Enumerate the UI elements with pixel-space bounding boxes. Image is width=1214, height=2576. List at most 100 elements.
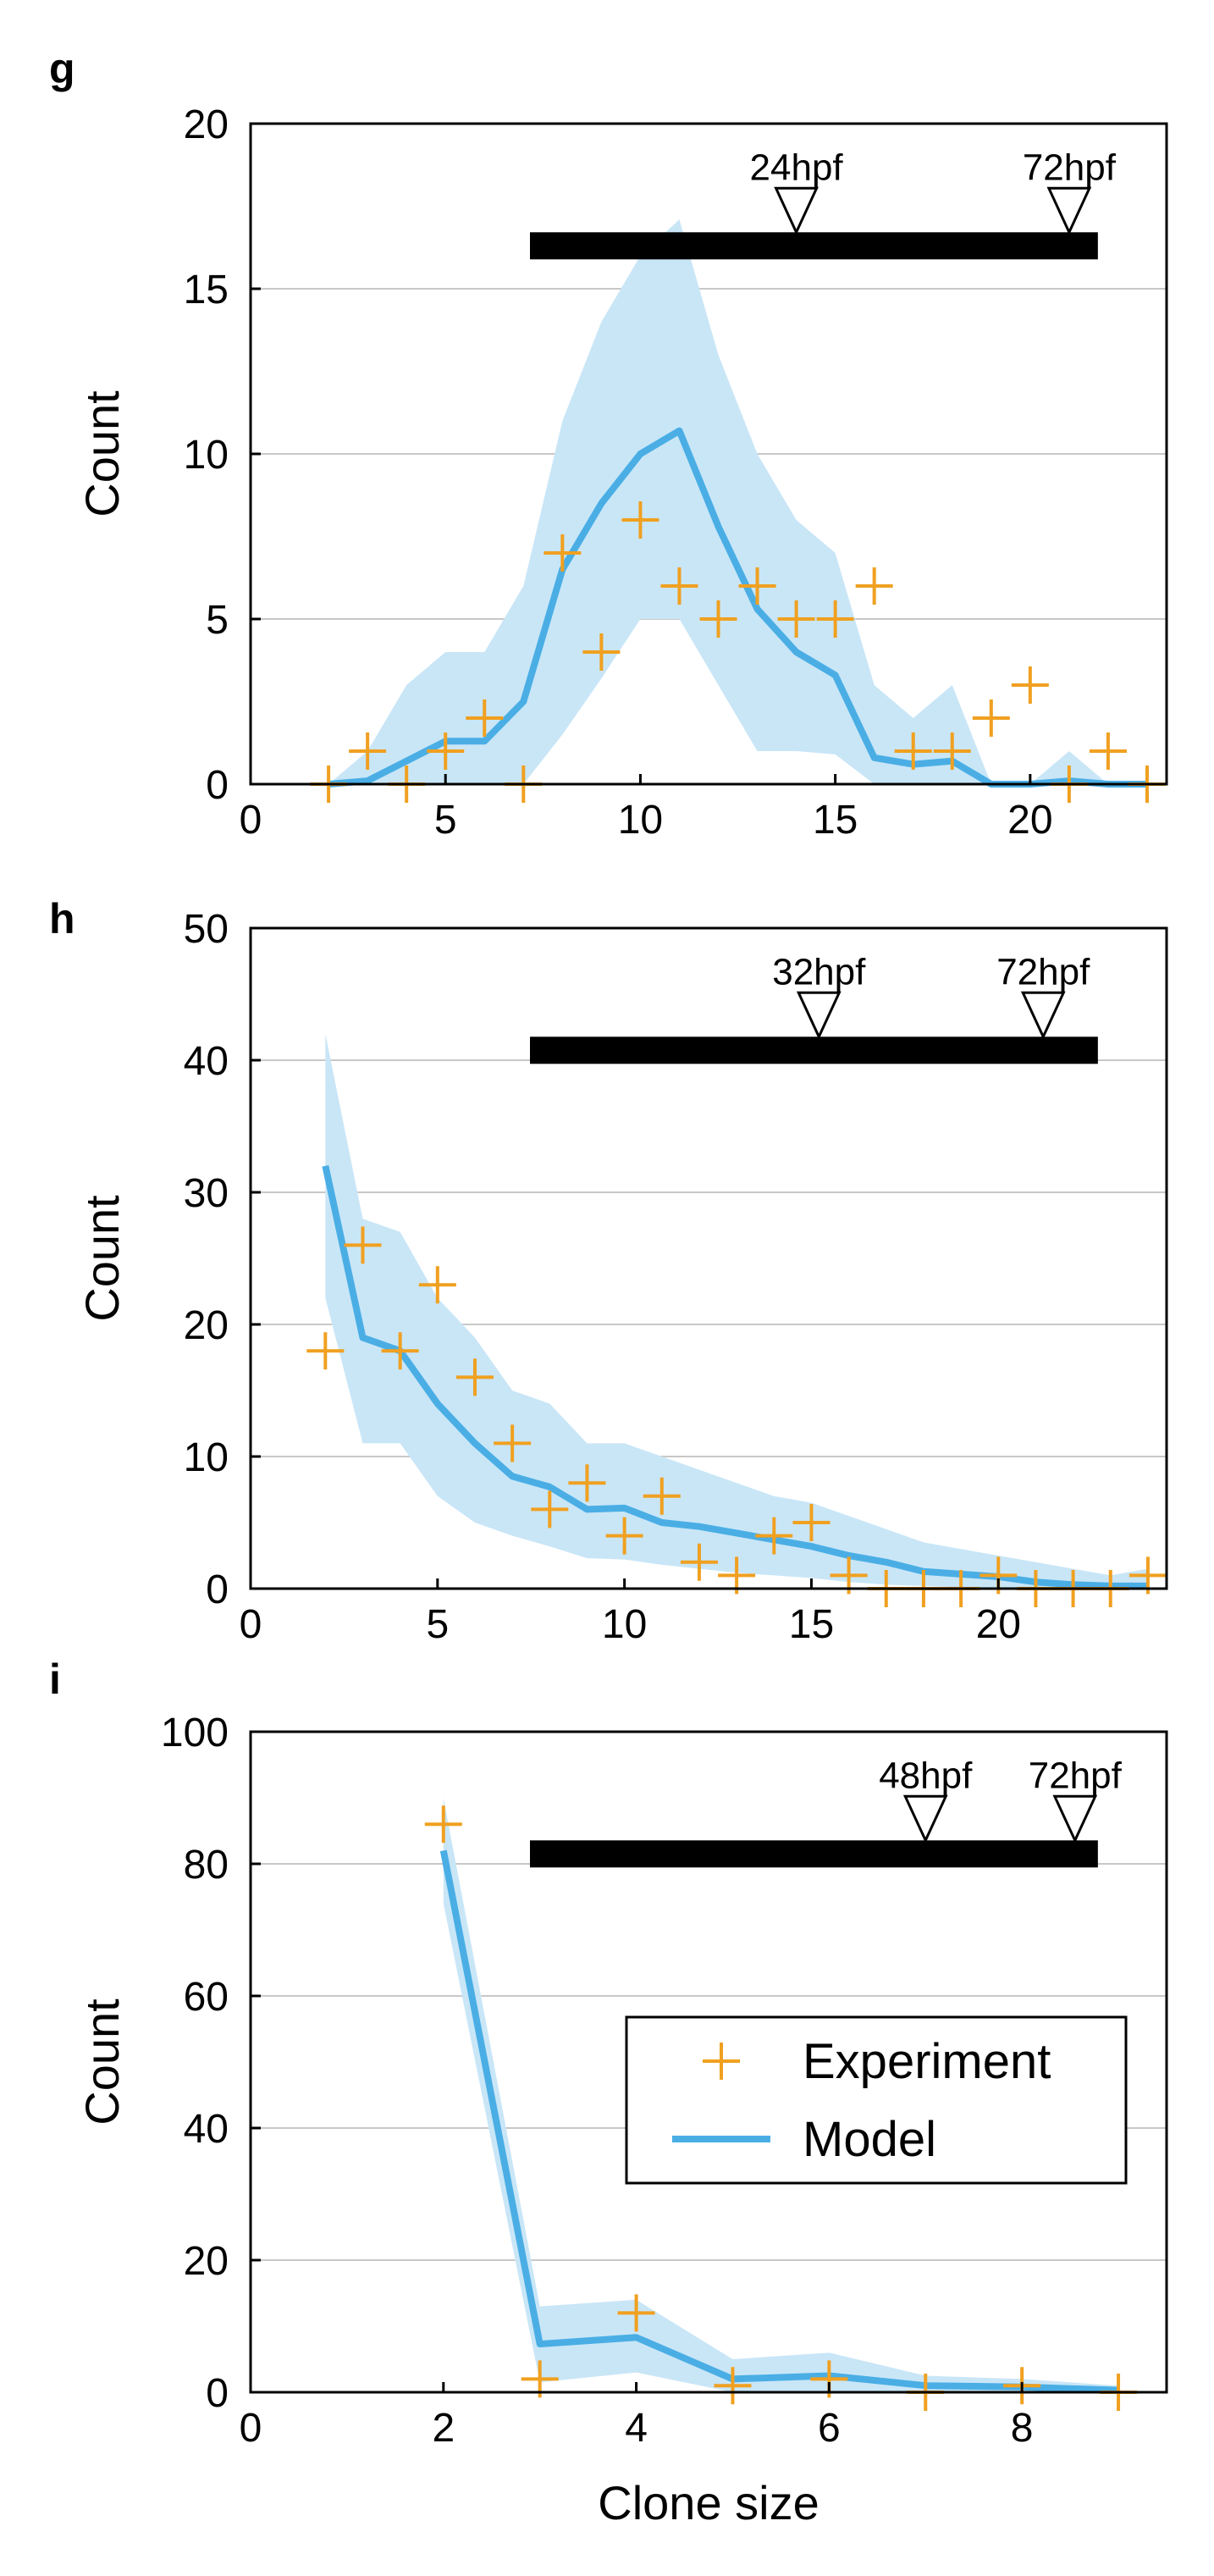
y-tick-label: 100 (161, 1711, 229, 1755)
experiment-point (531, 1490, 569, 1528)
timeline-start-label: 24hpf (750, 146, 844, 188)
y-axis-title: Count (75, 1998, 129, 2125)
timeline: 24hpf 72hpf (530, 146, 1117, 260)
experiment-point (344, 1226, 382, 1264)
legend-model-label: Model (803, 2112, 936, 2167)
experiment-point (855, 567, 893, 605)
x-tick-label: 15 (813, 798, 858, 843)
experiment-point (582, 633, 621, 671)
y-tick-label: 10 (184, 1435, 229, 1480)
x-axis-title: Clone size (598, 2476, 819, 2529)
experiment-point (933, 732, 971, 770)
timeline-end-label: 72hpf (1029, 1755, 1123, 1796)
experiment-point (777, 600, 815, 638)
y-tick-label: 15 (184, 268, 229, 312)
experiment-point (494, 1424, 532, 1462)
y-tick-label: 5 (206, 598, 229, 643)
x-tick-label: 0 (240, 2406, 262, 2451)
y-tick-label: 20 (184, 2239, 229, 2284)
x-tick-label: 15 (789, 1602, 834, 1647)
experiment-point (1011, 666, 1049, 704)
model-band (328, 219, 1147, 785)
experiment-point (680, 1543, 718, 1581)
x-tick-label: 6 (818, 2406, 841, 2451)
x-tick-label: 0 (240, 1602, 262, 1647)
timeline-end-marker (1020, 991, 1066, 1040)
y-tick-label: 20 (184, 1303, 229, 1348)
experiment-point (714, 2367, 752, 2405)
y-tick-label: 30 (184, 1171, 229, 1216)
axes: 0 5 10 15 20 0 5 10 15 20 (184, 102, 1053, 843)
y-tick-label: 80 (184, 1843, 229, 1888)
experiment-point (792, 1504, 830, 1541)
axes: 0 5 10 15 20 0 10 20 30 40 50 (184, 907, 1021, 1647)
x-tick-label: 10 (602, 1602, 647, 1647)
model-band (325, 1033, 1148, 1589)
legend-box (625, 2015, 1128, 2185)
experiment-point (424, 1805, 462, 1844)
timeline: 32hpf 72hpf (530, 951, 1098, 1064)
plot-frame (249, 926, 1168, 1590)
experiment-point (381, 1332, 419, 1370)
y-tick-label: 0 (206, 763, 229, 808)
x-tick-label: 5 (426, 1602, 449, 1647)
timeline-bar (530, 232, 1098, 260)
timeline-end-label: 72hpf (1023, 146, 1117, 188)
y-tick-label: 40 (184, 1039, 229, 1084)
y-tick-label: 0 (206, 2371, 229, 2416)
legend: Experiment Model (625, 2015, 1128, 2185)
experiment-point (755, 1517, 793, 1555)
timeline-end-marker (1052, 1794, 1098, 1844)
x-tick-label: 20 (976, 1602, 1021, 1647)
panel-g: g 24hpf 72hpf 0 5 10 15 20 0 5 10 15 20 Count (49, 45, 1168, 843)
timeline-start-marker (902, 1794, 948, 1844)
x-tick-label: 4 (625, 2406, 648, 2451)
experiment-point (455, 1358, 494, 1396)
y-tick-label: 60 (184, 1975, 229, 2020)
plot-frame (249, 1730, 1168, 2394)
y-axis-title: Count (75, 1195, 129, 1322)
experiment-point (605, 1517, 643, 1555)
experiment-point (643, 1477, 681, 1515)
experiment-point (738, 567, 776, 605)
y-tick-label: 10 (184, 433, 229, 478)
timeline: 48hpf 72hpf (530, 1755, 1123, 1868)
experiment-point (621, 501, 659, 539)
timeline-start-label: 32hpf (772, 951, 866, 992)
experiment-point (617, 2294, 655, 2332)
timeline-start-marker (774, 186, 819, 235)
experiment-point (699, 600, 737, 638)
experiment-point (427, 732, 465, 770)
x-tick-label: 5 (434, 798, 457, 843)
timeline-start-marker (796, 991, 842, 1040)
timeline-end-label: 72hpf (996, 951, 1090, 992)
experiment-point (660, 567, 698, 605)
panel-letter: h (49, 895, 75, 943)
panel-h: h 32hpf 72hpf 0 5 10 15 20 0 10 20 30 40 50 Count (49, 895, 1168, 1647)
y-tick-label: 40 (184, 2107, 229, 2152)
x-tick-label: 8 (1011, 2406, 1034, 2451)
experiment-point (1089, 732, 1127, 770)
y-axis-title: Count (75, 390, 129, 517)
x-tick-label: 2 (432, 2406, 455, 2451)
y-tick-label: 20 (184, 102, 229, 147)
x-tick-label: 0 (240, 798, 262, 843)
experiment-point (306, 1332, 345, 1370)
experiment-point (972, 699, 1010, 737)
experiment-point (466, 699, 504, 737)
legend-experiment-marker (703, 2043, 740, 2080)
experiment-point (894, 732, 932, 770)
y-tick-label: 50 (184, 907, 229, 952)
model-line (322, 1164, 1148, 1589)
timeline-start-label: 48hpf (879, 1755, 973, 1796)
panel-letter: g (49, 45, 75, 92)
experiment-point (349, 732, 387, 770)
panel-letter: i (49, 1656, 61, 1703)
timeline-end-marker (1046, 186, 1092, 235)
experiment-point (568, 1464, 606, 1502)
experiment-point (816, 600, 854, 638)
timeline-bar (530, 1036, 1098, 1064)
x-tick-label: 10 (618, 798, 663, 843)
